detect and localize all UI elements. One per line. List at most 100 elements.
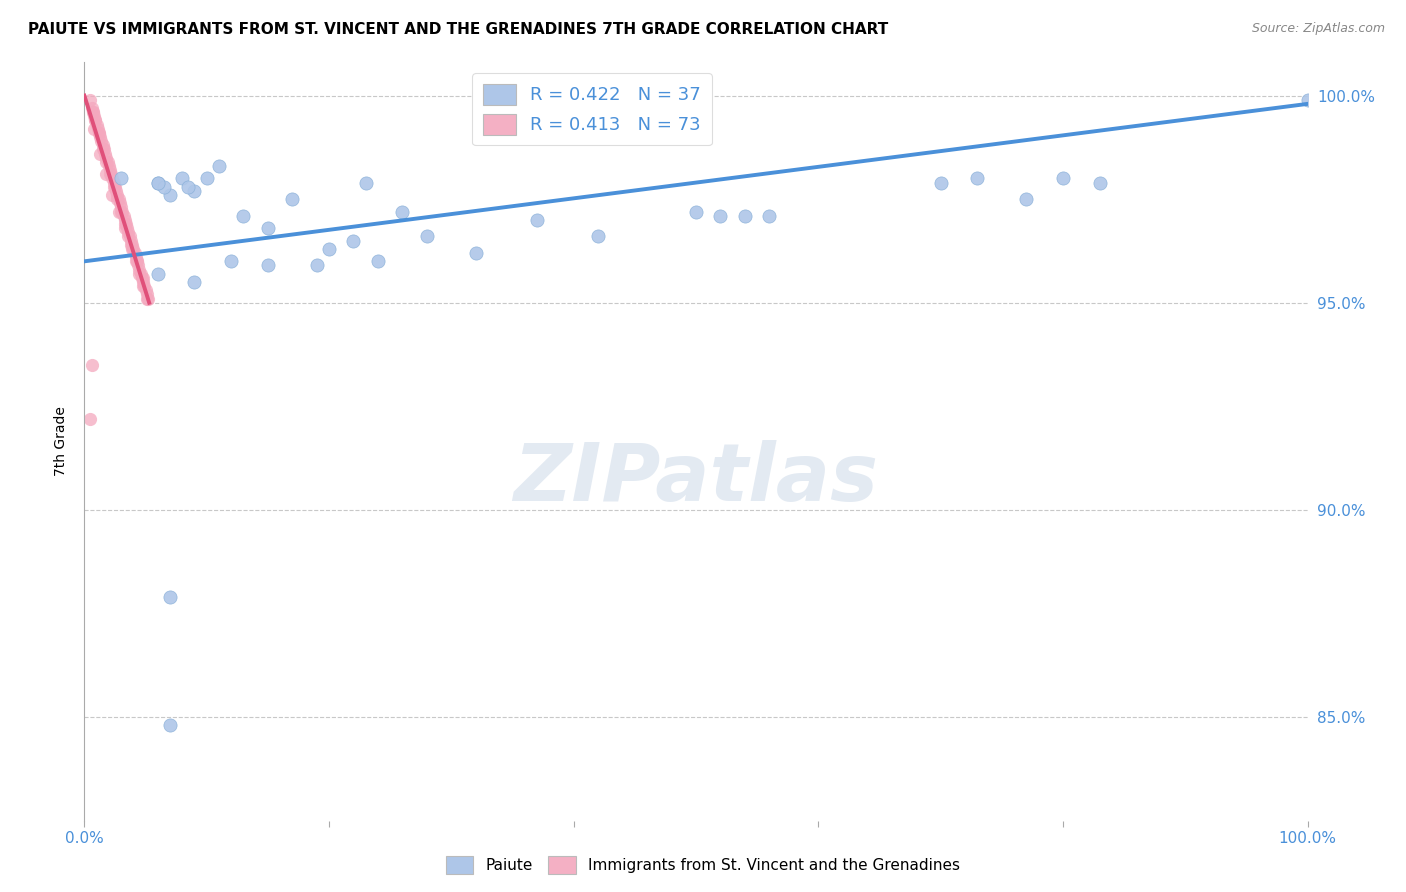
Point: [121, 237, 143, 252]
Point: [121, 242, 143, 256]
Point: [1015, 192, 1038, 206]
Point: [105, 184, 128, 198]
Point: [115, 217, 138, 231]
Point: [159, 718, 181, 732]
Point: [118, 229, 141, 244]
Point: [120, 237, 142, 252]
Point: [128, 267, 150, 281]
Point: [172, 171, 194, 186]
Point: [100, 167, 122, 181]
Point: [114, 221, 136, 235]
Point: [96, 167, 118, 181]
Point: [1052, 171, 1074, 186]
Point: [84, 113, 107, 128]
Point: [183, 275, 205, 289]
Point: [257, 259, 280, 273]
Point: [281, 192, 304, 206]
Point: [107, 204, 129, 219]
Point: [83, 109, 105, 123]
Point: [125, 254, 148, 268]
Point: [318, 242, 340, 256]
Point: [367, 254, 389, 268]
Point: [135, 292, 157, 306]
Point: [416, 229, 439, 244]
Point: [125, 254, 148, 268]
Point: [108, 196, 131, 211]
Point: [91, 138, 114, 153]
Point: [79, 411, 101, 425]
Point: [104, 179, 127, 194]
Point: [82, 105, 104, 120]
Point: [219, 254, 242, 268]
Point: [96, 151, 118, 165]
Legend: Paiute, Immigrants from St. Vincent and the Grenadines: Paiute, Immigrants from St. Vincent and …: [440, 850, 966, 880]
Point: [391, 204, 413, 219]
Y-axis label: 7th Grade: 7th Grade: [53, 407, 67, 476]
Point: [112, 209, 135, 223]
Point: [131, 271, 153, 285]
Text: ZIPatlas: ZIPatlas: [513, 441, 879, 518]
Point: [586, 229, 609, 244]
Point: [132, 271, 155, 285]
Point: [114, 213, 136, 227]
Point: [129, 267, 152, 281]
Point: [114, 217, 136, 231]
Point: [257, 221, 280, 235]
Point: [83, 121, 105, 136]
Point: [685, 204, 707, 219]
Point: [91, 143, 114, 157]
Legend: R = 0.422   N = 37, R = 0.413   N = 73: R = 0.422 N = 37, R = 0.413 N = 73: [472, 73, 711, 145]
Point: [98, 167, 121, 181]
Point: [124, 246, 146, 260]
Point: [127, 259, 149, 273]
Point: [135, 287, 157, 301]
Point: [110, 201, 132, 215]
Point: [79, 93, 101, 107]
Point: [966, 171, 988, 186]
Text: Source: ZipAtlas.com: Source: ZipAtlas.com: [1251, 22, 1385, 36]
Point: [97, 154, 120, 169]
Point: [110, 204, 132, 219]
Point: [232, 209, 254, 223]
Point: [98, 163, 121, 178]
Point: [101, 171, 124, 186]
Point: [117, 225, 139, 239]
Point: [128, 262, 150, 277]
Point: [526, 213, 548, 227]
Point: [1296, 93, 1319, 107]
Point: [159, 188, 181, 202]
Point: [87, 126, 110, 140]
Point: [87, 121, 110, 136]
Point: [354, 176, 377, 190]
Point: [80, 101, 103, 115]
Point: [87, 126, 110, 140]
Point: [464, 246, 486, 260]
Point: [94, 146, 117, 161]
Point: [117, 229, 139, 244]
Point: [93, 143, 115, 157]
Point: [132, 275, 155, 289]
Point: [734, 209, 756, 223]
Point: [122, 242, 145, 256]
Point: [135, 283, 157, 297]
Text: PAIUTE VS IMMIGRANTS FROM ST. VINCENT AND THE GRENADINES 7TH GRADE CORRELATION C: PAIUTE VS IMMIGRANTS FROM ST. VINCENT AN…: [28, 22, 889, 37]
Point: [132, 279, 155, 293]
Point: [105, 188, 128, 202]
Point: [1088, 176, 1111, 190]
Point: [134, 279, 156, 293]
Point: [136, 292, 159, 306]
Point: [89, 146, 111, 161]
Point: [101, 188, 124, 202]
Point: [146, 176, 169, 190]
Point: [103, 179, 125, 194]
Point: [929, 176, 952, 190]
Point: [86, 118, 108, 132]
Point: [159, 590, 181, 604]
Point: [195, 171, 218, 186]
Point: [125, 254, 148, 268]
Point: [82, 105, 104, 120]
Point: [120, 234, 142, 248]
Point: [111, 204, 134, 219]
Point: [342, 234, 364, 248]
Point: [115, 221, 138, 235]
